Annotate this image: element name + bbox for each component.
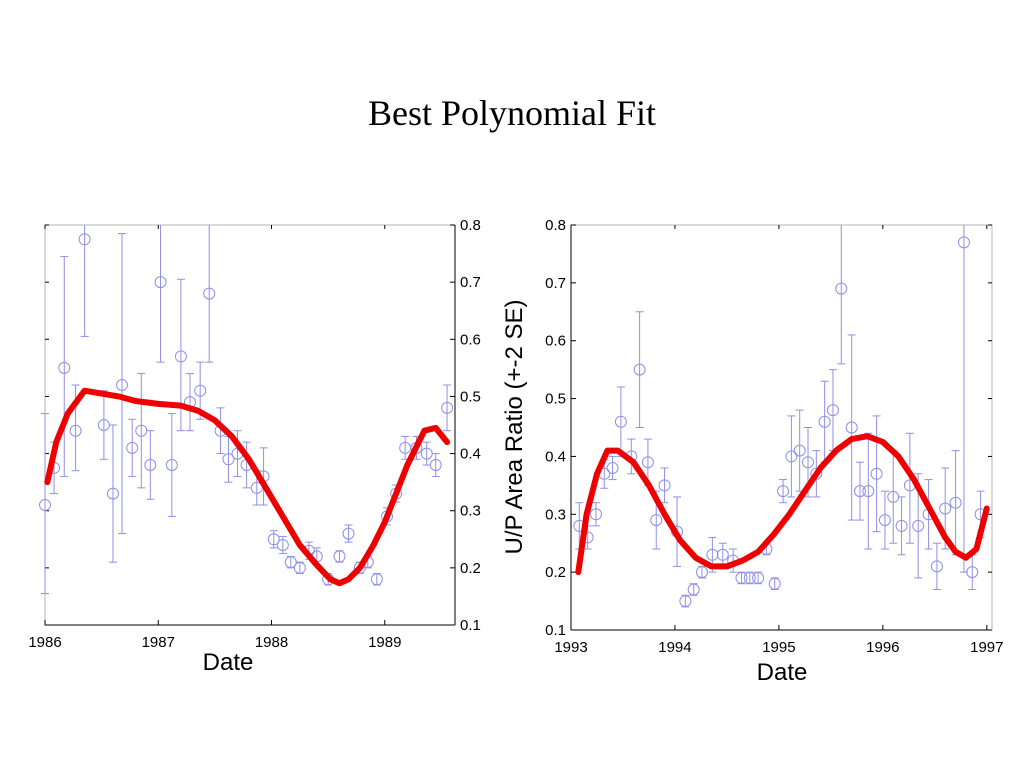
data-point — [878, 514, 891, 527]
data-point — [785, 450, 798, 463]
data-point — [633, 363, 646, 376]
data-point — [293, 561, 306, 574]
y-tick-label: 0.5 — [460, 388, 481, 405]
y-tick-label: 0.1 — [460, 617, 481, 634]
data-point — [78, 233, 91, 246]
x-tick-label: 1997 — [970, 639, 1003, 656]
data-point — [949, 496, 962, 509]
data-point — [116, 379, 129, 391]
data-point — [614, 415, 627, 428]
data-point — [606, 462, 619, 474]
y-tick-label: 0.2 — [545, 564, 566, 581]
y-tick-label: 0.6 — [460, 331, 481, 348]
data-point — [658, 479, 671, 492]
x-tick-label: 1989 — [368, 634, 401, 651]
y-tick-label: 0.4 — [545, 448, 566, 465]
data-point — [687, 583, 700, 596]
x-axis-label: Date — [757, 659, 808, 686]
data-point — [250, 481, 263, 494]
data-point — [835, 282, 848, 295]
data-point — [589, 508, 602, 521]
y-tick-label: 0.3 — [545, 506, 566, 523]
plot-frame — [570, 224, 993, 631]
data-point — [126, 441, 139, 454]
data-point — [930, 560, 943, 573]
chart-right: 0.1 0.2 0.3 0.4 0.5 0.6 0.7 0.8 1993 1994 1995 1996… — [501, 217, 1003, 686]
data-point — [441, 401, 454, 414]
data-point — [203, 287, 216, 300]
fit-line — [575, 433, 990, 576]
data-point — [276, 539, 289, 551]
data-point — [144, 459, 157, 471]
x-tick-label: 1996 — [866, 639, 899, 656]
data-point — [267, 533, 280, 546]
data-point — [706, 548, 719, 561]
y-tick-label: 0.4 — [460, 446, 481, 463]
data-point — [939, 502, 952, 515]
data-point — [966, 566, 979, 579]
x-tick-label: 1994 — [658, 639, 691, 656]
data-point — [957, 236, 970, 249]
y-tick-label: 0.7 — [545, 275, 566, 292]
x-tick-label: 1986 — [28, 634, 61, 651]
data-point — [165, 459, 178, 471]
slide-title: Best Polynomial Fit — [367, 93, 657, 133]
data-point — [679, 595, 692, 608]
chart-left: 0.1 0.2 0.3 0.4 0.5 0.6 0.7 0.8 1986 1987 1988 1989… — [28, 217, 481, 676]
x-tick-label: 1987 — [142, 634, 175, 651]
data-point — [802, 456, 815, 469]
y-tick-label: 0.8 — [460, 217, 481, 234]
data-point — [793, 444, 806, 457]
data-point — [870, 467, 883, 480]
data-point — [818, 415, 831, 428]
y-tick-label: 0.8 — [545, 217, 566, 234]
data-point — [695, 566, 708, 579]
data-point — [39, 499, 51, 511]
data-point — [222, 453, 235, 466]
y-axis-label: U/P Area Ratio (+-2 SE) — [501, 300, 528, 555]
x-tick-label: 1995 — [762, 639, 795, 656]
data-point — [862, 485, 875, 498]
y-tick-label: 0.3 — [460, 503, 481, 520]
data-point — [333, 550, 346, 563]
data-point — [912, 519, 925, 532]
y-tick-label: 0.7 — [460, 274, 481, 291]
data-point — [106, 487, 119, 500]
data-point — [69, 424, 82, 437]
data-point — [735, 571, 748, 584]
y-tick-label: 0.5 — [545, 391, 566, 408]
fit-line — [44, 387, 451, 587]
data-point — [826, 404, 839, 417]
x-tick-label: 1993 — [554, 639, 587, 656]
data-point — [743, 571, 756, 584]
data-point — [194, 384, 207, 397]
data-point — [853, 485, 866, 498]
plot-frame — [44, 224, 456, 626]
data-point — [58, 361, 71, 374]
data-point — [370, 573, 383, 586]
data-point — [752, 571, 765, 584]
data-point — [895, 519, 908, 532]
x-tick-label: 1988 — [255, 634, 288, 651]
y-tick-label: 0.1 — [545, 622, 566, 639]
data-point — [716, 548, 729, 561]
data-point — [768, 577, 781, 590]
data-point — [342, 527, 355, 540]
data-point — [429, 459, 442, 471]
data-point — [154, 276, 167, 289]
y-tick-label: 0.6 — [545, 333, 566, 350]
data-point — [777, 485, 790, 498]
x-axis-label: Date — [203, 649, 254, 676]
y-tick-label: 0.2 — [460, 560, 481, 577]
data-point — [641, 456, 654, 469]
data-point — [650, 514, 663, 527]
data-point — [845, 421, 858, 434]
data-point — [174, 350, 187, 363]
